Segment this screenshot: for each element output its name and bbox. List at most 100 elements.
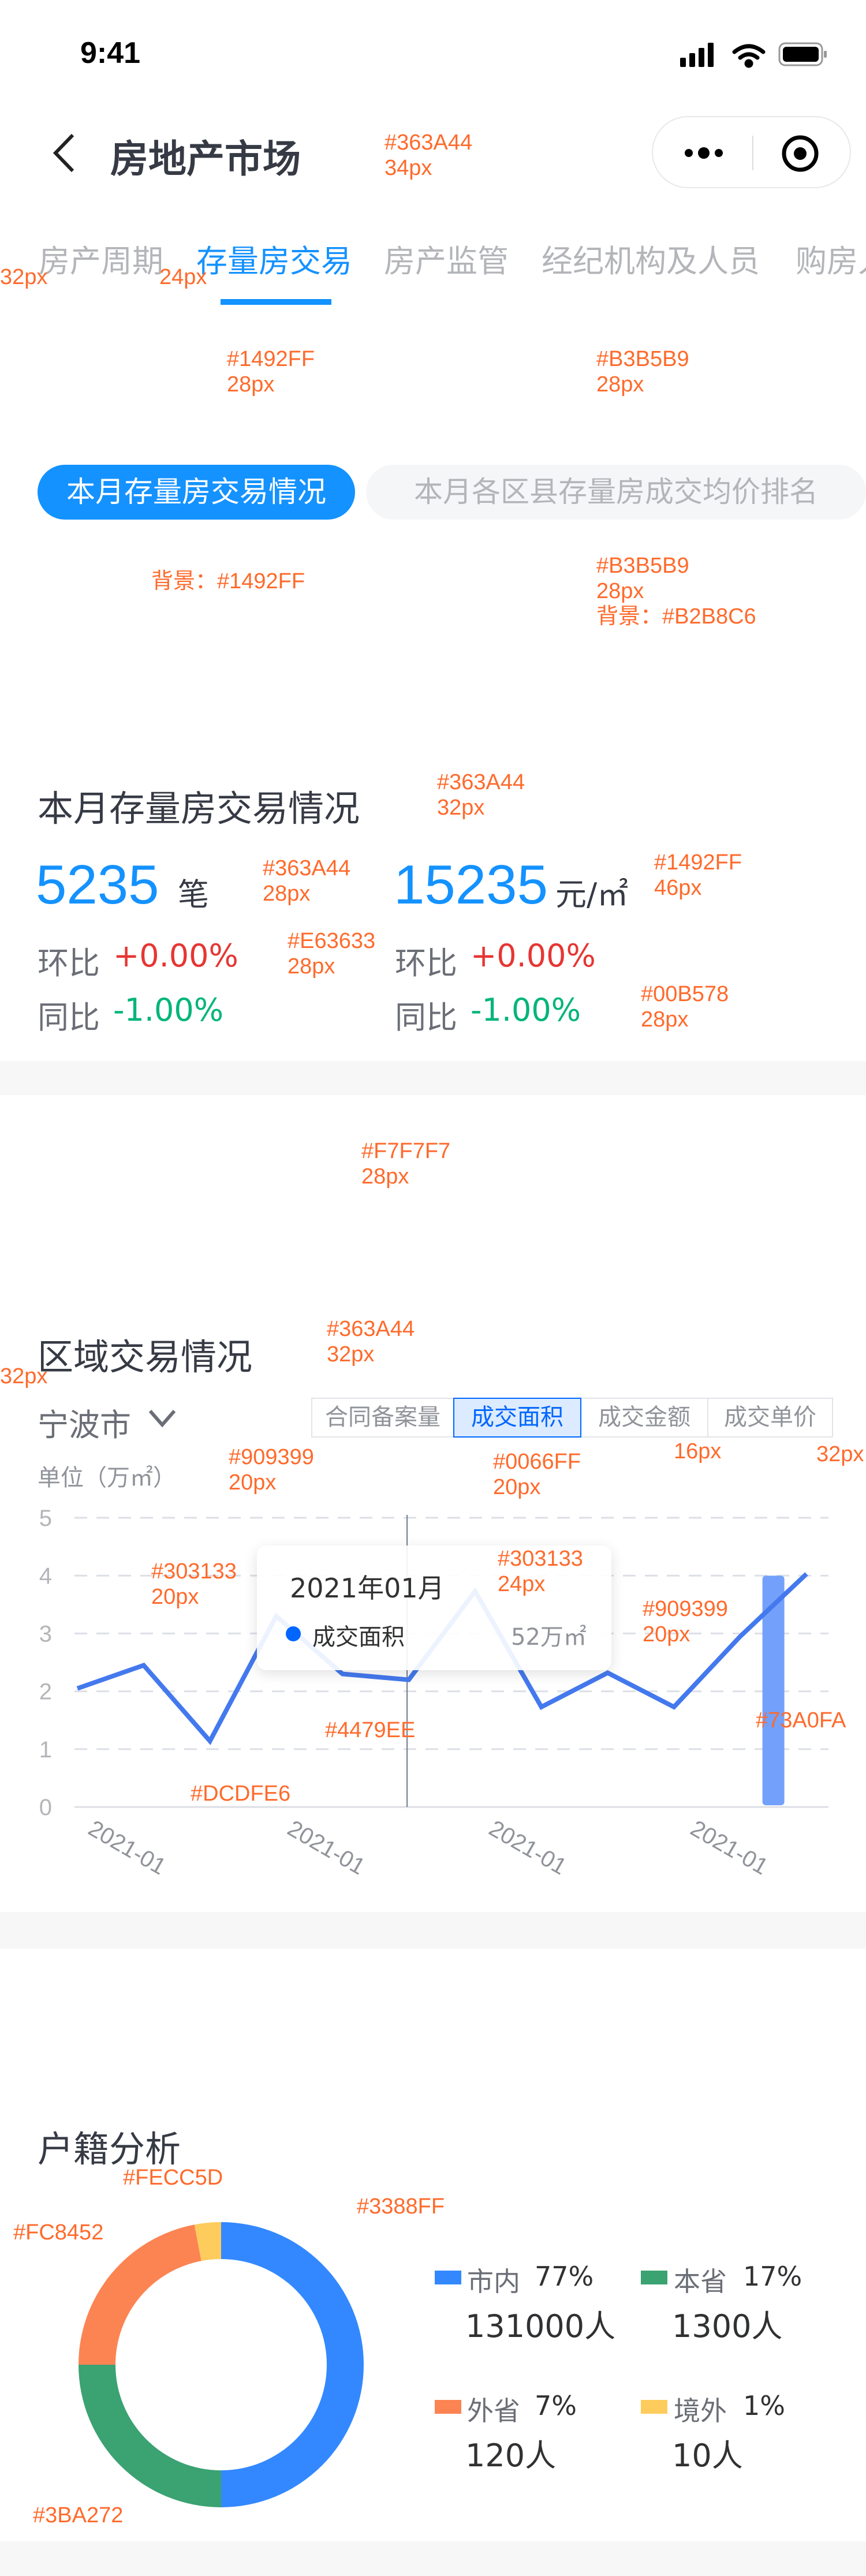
annotation: #363A44 34px [385, 130, 473, 180]
annotation: #DCDFE6 [191, 1782, 291, 1806]
legend-swatch-other-province [435, 2400, 461, 2414]
tooltip-series: 成交面积 [312, 1624, 405, 1651]
legend-count-province: 1300人 [672, 2308, 783, 2344]
transaction-count-unit: 笔 [178, 876, 209, 913]
wifi-icon [732, 44, 766, 68]
back-chevron-icon[interactable] [51, 133, 77, 173]
annotation: #FC8452 [13, 2220, 104, 2245]
series-dot-icon [286, 1626, 301, 1641]
chart-tooltip: 2021年01月 成交面积 52万㎡ [257, 1545, 611, 1670]
legend-count-city: 131000人 [465, 2308, 616, 2344]
right-mom-label: 环比 [395, 945, 457, 981]
tab-existing-housing[interactable]: 存量房交易 [196, 243, 352, 279]
segment-deal-area[interactable]: 成交面积 [453, 1398, 581, 1438]
left-mom-label: 环比 [38, 945, 100, 981]
tab-buyers[interactable]: 购房人 [796, 243, 866, 279]
close-target-icon[interactable] [780, 135, 820, 175]
y-tick-label: 5 [39, 1506, 52, 1531]
annotation: 24px [159, 265, 207, 289]
legend-pct-other-province: 7% [535, 2390, 577, 2421]
household-title: 户籍分析 [38, 2128, 181, 2170]
annotation: #B3B5B9 28px 背景：#B2B8C6 [596, 554, 756, 629]
annotation: #363A44 32px [437, 770, 525, 820]
annotation: #3BA272 [33, 2503, 124, 2528]
left-mom-value: +0.00% [113, 938, 238, 974]
donut-slice [79, 2365, 221, 2507]
y-tick-label: 1 [39, 1737, 52, 1763]
y-tick-label: 0 [39, 1795, 52, 1820]
legend-swatch-city [435, 2271, 461, 2284]
right-yoy-label: 同比 [395, 999, 457, 1036]
tab-housing-cycle[interactable]: 房产周期 [39, 243, 163, 279]
subtab-monthly-overview[interactable]: 本月存量房交易情况 [38, 465, 355, 520]
right-mom-value: +0.00% [471, 938, 596, 974]
battery-icon [778, 42, 827, 66]
summary-title: 本月存量房交易情况 [38, 787, 360, 830]
annotation: #4479EE [325, 1718, 416, 1742]
highlight-bar [762, 1576, 785, 1805]
annotation: #F7F7F7 28px [361, 1139, 451, 1189]
donut-slice [221, 2222, 364, 2507]
annotation: 32px [0, 265, 48, 289]
region-title: 区域交易情况 [38, 1336, 253, 1378]
annotation: #B3B5B9 28px [596, 347, 689, 397]
y-tick-label: 2 [39, 1679, 52, 1705]
annotation: 32px [0, 1364, 48, 1388]
page-title: 房地产市场 [110, 137, 301, 181]
average-price-unit: 元/㎡ [555, 876, 629, 913]
annotation: 16px [674, 1439, 722, 1464]
segment-contract-filing[interactable]: 合同备案量 [311, 1398, 454, 1438]
transaction-count: 5235 [36, 854, 159, 916]
donut-chart [79, 2222, 364, 2507]
x-tick-label: 2021-01 [485, 1816, 571, 1880]
subtab-district-ranking[interactable]: 本月各区县存量房成交均价排名 [366, 465, 866, 520]
tooltip-value: 52万㎡ [511, 1624, 587, 1651]
annotation: #E63633 28px [288, 929, 376, 979]
annotation: #363A44 28px [263, 856, 351, 906]
legend-swatch-province [641, 2271, 667, 2284]
annotation: #909399 20px [229, 1445, 314, 1495]
annotation: #303133 20px [151, 1559, 237, 1609]
more-dots-icon[interactable] [682, 141, 728, 165]
donut-slice [194, 2222, 221, 2261]
legend-name-abroad: 境外 [674, 2395, 727, 2426]
legend-name-city: 市内 [467, 2266, 520, 2297]
legend-pct-city: 77% [535, 2261, 594, 2292]
y-tick-label: 3 [39, 1621, 52, 1647]
mini-program-capsule [652, 116, 851, 188]
annotation: #363A44 32px [327, 1317, 415, 1367]
page-bottom-band [0, 2541, 866, 2576]
signal-icon [680, 43, 714, 67]
x-tick-label: 2021-01 [686, 1816, 772, 1880]
legend-swatch-abroad [641, 2400, 667, 2414]
legend-name-province: 本省 [674, 2266, 727, 2297]
y-tick-label: 4 [39, 1563, 52, 1589]
annotation: #1492FF 28px [227, 347, 315, 397]
x-tick-label: 2021-01 [283, 1816, 369, 1880]
section-divider [0, 1061, 866, 1095]
left-yoy-label: 同比 [38, 999, 100, 1036]
tab-supervision[interactable]: 房产监管 [384, 243, 509, 279]
legend-count-other-province: 120人 [465, 2437, 557, 2474]
x-tick-label: 2021-01 [84, 1816, 170, 1880]
annotation: #0066FF 20px [493, 1450, 581, 1499]
chevron-down-icon[interactable] [148, 1409, 177, 1428]
city-select[interactable]: 宁波市 [38, 1407, 131, 1443]
legend-pct-abroad: 1% [743, 2390, 785, 2421]
tab-agencies[interactable]: 经纪机构及人员 [542, 243, 760, 279]
status-icons [680, 42, 827, 68]
status-time: 9:41 [80, 36, 141, 70]
annotation: #FECC5D [123, 2166, 223, 2190]
donut-slice [79, 2224, 201, 2365]
active-tab-indicator [221, 299, 331, 305]
left-yoy-value: -1.00% [113, 992, 224, 1028]
annotation: 背景：#1492FF [151, 569, 305, 593]
unit-label: 单位（万㎡） [38, 1465, 176, 1491]
annotation: 32px [816, 1442, 864, 1466]
section-divider-2 [0, 1912, 866, 1948]
average-price: 15235 [394, 854, 548, 916]
right-yoy-value: -1.00% [471, 992, 581, 1028]
annotation: #303133 24px [498, 1547, 583, 1596]
segment-unit-price[interactable]: 成交单价 [707, 1398, 833, 1438]
annotation: #1492FF 46px [654, 850, 742, 900]
